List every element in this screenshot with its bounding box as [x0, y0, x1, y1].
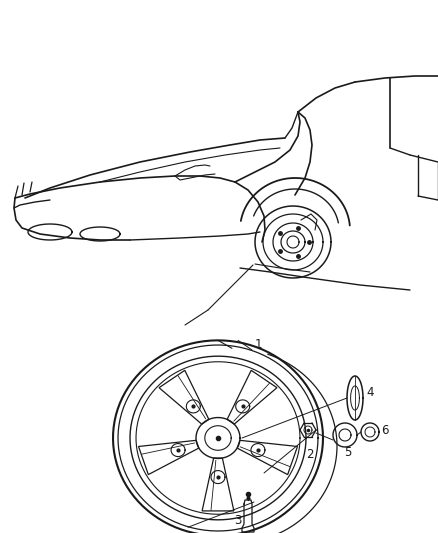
Text: 6: 6 [381, 424, 389, 437]
Text: 4: 4 [366, 386, 374, 400]
Text: 1: 1 [254, 337, 262, 351]
Text: 2: 2 [306, 448, 314, 461]
Text: 3: 3 [234, 513, 242, 527]
Text: 5: 5 [344, 446, 352, 458]
